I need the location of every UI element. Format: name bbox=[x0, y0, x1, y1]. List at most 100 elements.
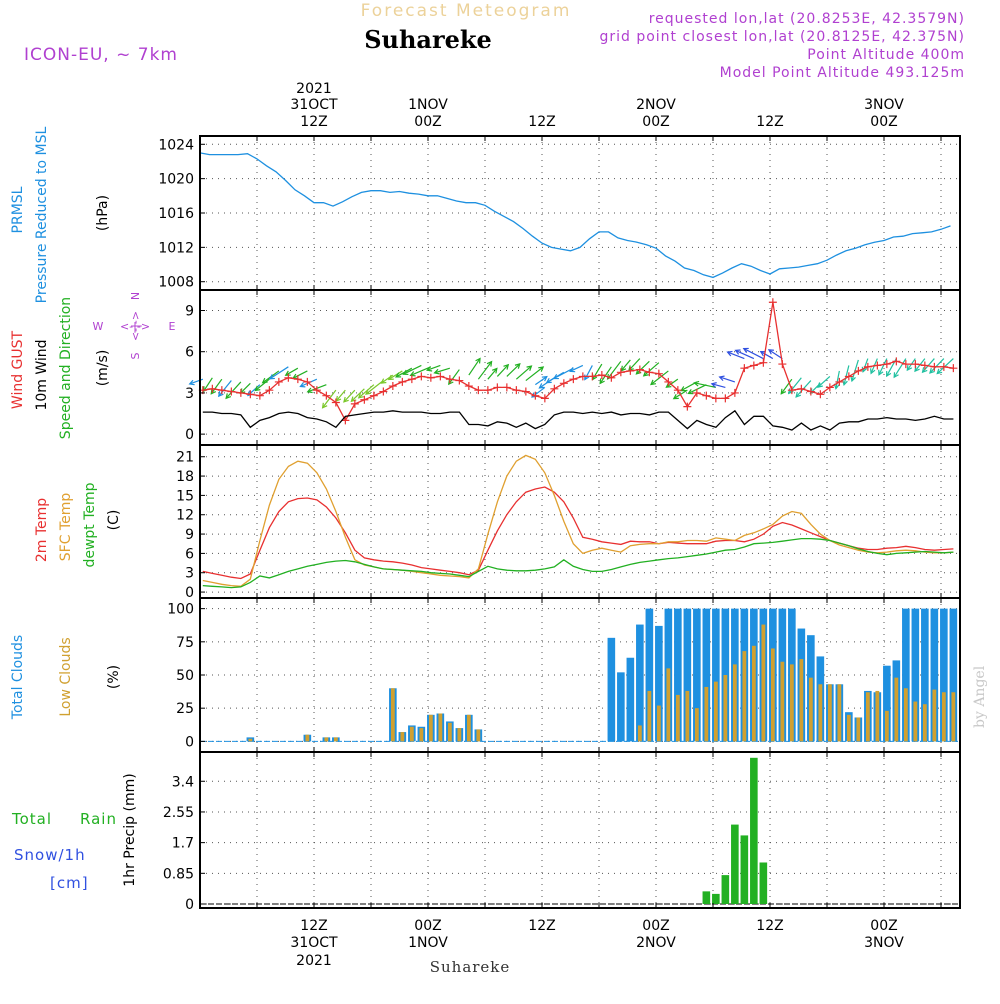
wind-arrow bbox=[643, 362, 660, 377]
y-tick-label: 3 bbox=[185, 386, 194, 402]
wind-arrow bbox=[358, 384, 375, 399]
gust-marker bbox=[740, 364, 749, 373]
model-altitude: Model Point Altitude 493.125m bbox=[720, 65, 965, 81]
precip-label-total: Total bbox=[11, 810, 52, 828]
wind-arrow-head bbox=[433, 368, 440, 375]
wind-arrow bbox=[225, 381, 242, 399]
total-cloud-bar bbox=[655, 625, 663, 742]
series-line-prmsl bbox=[199, 152, 951, 279]
bottom-date-label: 1NOV bbox=[408, 935, 448, 951]
wind-arrow-head bbox=[343, 396, 349, 403]
requested-coords: requested lon,lat (20.8253E, 42.3579N) bbox=[649, 11, 965, 27]
gust-marker bbox=[474, 386, 483, 395]
wind-arrow-head bbox=[672, 393, 679, 400]
total-cloud-bar bbox=[626, 657, 635, 742]
low-cloud-bar bbox=[675, 694, 680, 742]
low-cloud-bar bbox=[447, 722, 452, 742]
low-cloud-bar bbox=[428, 714, 433, 742]
gust-marker bbox=[407, 375, 416, 384]
gust-marker bbox=[417, 372, 426, 381]
y-tick-label: 1024 bbox=[158, 137, 194, 153]
gust-marker bbox=[265, 386, 274, 395]
wind-arrow-head bbox=[541, 375, 548, 382]
total-cloud-bar bbox=[693, 608, 701, 742]
wind-arrow-head bbox=[936, 368, 943, 375]
gust-marker bbox=[702, 391, 711, 400]
gust-marker bbox=[939, 362, 948, 371]
wind-arrow bbox=[760, 351, 774, 360]
label-layer: 1008 1012 1016 1020 1024 0 3 6 9 0 3 6 9 12 15 18 21 0 25 5… bbox=[10, 81, 904, 969]
bottom-hour-label: 12Z bbox=[300, 918, 327, 934]
wind-arrow bbox=[254, 378, 270, 391]
wind-arrow-head bbox=[503, 363, 510, 370]
gust-marker bbox=[360, 395, 369, 404]
wind-arrow bbox=[410, 366, 432, 376]
gust-marker bbox=[445, 375, 454, 384]
low-cloud-bar bbox=[932, 689, 937, 742]
top-hour-label: 12Z bbox=[528, 114, 555, 130]
gust-marker bbox=[645, 368, 654, 377]
top-date-label: 1NOV bbox=[408, 97, 448, 113]
wind-arrow-head bbox=[526, 365, 533, 371]
wind-arrow-head bbox=[486, 360, 493, 367]
y-tick-label: 0.85 bbox=[163, 866, 194, 882]
data-layer bbox=[188, 152, 960, 905]
wind-arrow bbox=[292, 370, 308, 379]
wind-arrow bbox=[719, 376, 736, 383]
wind-arrow bbox=[620, 359, 631, 372]
rain-bar bbox=[721, 875, 730, 904]
bottom-hour-label: 12Z bbox=[528, 918, 555, 934]
wind-arrow bbox=[350, 388, 365, 402]
wind-arrow-head bbox=[514, 363, 521, 369]
gust-marker bbox=[920, 361, 929, 370]
wind-arrow-head bbox=[545, 377, 552, 384]
low-cloud-bar bbox=[761, 624, 766, 742]
gust-marker bbox=[692, 388, 701, 397]
gust-marker bbox=[236, 388, 245, 397]
wind-arrow-head bbox=[893, 372, 899, 379]
low-cloud-bar bbox=[856, 717, 861, 742]
gust-marker bbox=[274, 377, 283, 386]
wind-arrow-head bbox=[886, 371, 892, 378]
gust-marker bbox=[502, 383, 511, 392]
gust-marker bbox=[683, 402, 692, 411]
gust-marker bbox=[312, 386, 321, 395]
wind-arrow bbox=[553, 367, 574, 380]
low-cloud-bar bbox=[438, 713, 443, 742]
rain-bar bbox=[702, 891, 711, 904]
low-cloud-bar bbox=[922, 704, 927, 742]
gust-marker bbox=[369, 391, 378, 400]
credit-watermark: by Angel bbox=[972, 665, 988, 728]
gust-marker bbox=[293, 375, 302, 384]
low-cloud-bar bbox=[324, 737, 329, 742]
total-cloud-bar bbox=[911, 608, 920, 742]
gust-marker bbox=[930, 362, 939, 371]
y-tick-label: 6 bbox=[185, 546, 194, 562]
y-tick-label: 1008 bbox=[158, 275, 194, 291]
total-cloud-bar bbox=[949, 608, 958, 742]
rain-bar bbox=[740, 835, 749, 904]
top-date-label: 3NOV bbox=[864, 97, 904, 113]
wind-arrow bbox=[403, 364, 422, 375]
wind-label-gust: Wind GUST bbox=[10, 330, 26, 409]
top-hour-label: 00Z bbox=[870, 114, 897, 130]
total-cloud-bar bbox=[883, 665, 891, 742]
wind-arrow bbox=[694, 382, 716, 389]
wind-arrow bbox=[240, 382, 251, 394]
wind-arrow-head bbox=[710, 382, 717, 388]
wind-arrow-head bbox=[321, 402, 328, 409]
gust-marker bbox=[322, 391, 331, 400]
panel-frame-precip bbox=[199, 751, 961, 909]
wind-arrow bbox=[780, 378, 793, 395]
gridpoint-coords: grid point closest lon,lat (20.8125E, 42… bbox=[599, 29, 965, 45]
top-year-label: 2021 bbox=[296, 81, 332, 97]
gust-marker bbox=[331, 398, 340, 407]
gust-marker bbox=[227, 387, 236, 396]
gust-marker bbox=[835, 377, 844, 386]
bottom-hour-label: 00Z bbox=[414, 918, 441, 934]
gust-marker bbox=[284, 373, 293, 382]
temp-label-dewpt: dewpt Temp bbox=[82, 482, 98, 567]
wind-arrow bbox=[929, 358, 945, 374]
wind-arrow bbox=[525, 366, 544, 382]
wind-arrow bbox=[735, 349, 755, 360]
